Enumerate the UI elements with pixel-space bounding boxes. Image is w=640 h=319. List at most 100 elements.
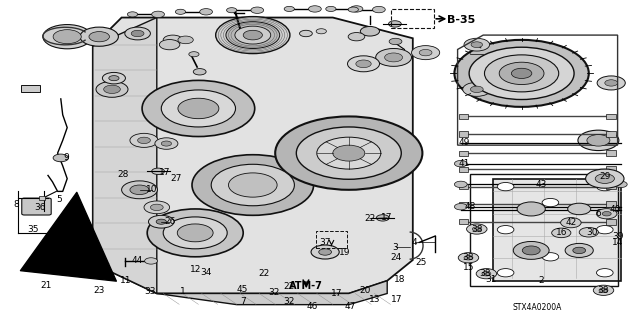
Circle shape <box>177 224 213 242</box>
Circle shape <box>614 181 627 188</box>
Circle shape <box>497 226 514 234</box>
Circle shape <box>596 226 613 234</box>
Text: 31: 31 <box>486 275 497 284</box>
Circle shape <box>152 168 164 174</box>
Circle shape <box>161 141 172 146</box>
Circle shape <box>235 26 271 44</box>
Text: 38: 38 <box>471 225 483 234</box>
Text: 44: 44 <box>132 256 143 265</box>
Circle shape <box>372 6 385 13</box>
Circle shape <box>178 36 193 44</box>
Circle shape <box>596 182 613 191</box>
Circle shape <box>211 164 294 206</box>
Circle shape <box>597 76 625 90</box>
Circle shape <box>469 47 574 100</box>
Text: 12: 12 <box>189 265 201 274</box>
Circle shape <box>605 80 618 86</box>
Circle shape <box>376 48 412 66</box>
Text: 42: 42 <box>565 218 577 227</box>
Circle shape <box>497 269 514 277</box>
Circle shape <box>127 12 138 17</box>
Circle shape <box>542 253 559 261</box>
Text: 25: 25 <box>415 258 427 267</box>
Circle shape <box>467 224 487 234</box>
Circle shape <box>464 256 473 260</box>
Circle shape <box>80 27 118 46</box>
Circle shape <box>419 49 432 56</box>
Circle shape <box>226 22 280 48</box>
Text: 19: 19 <box>339 248 350 256</box>
Text: 20: 20 <box>359 286 371 295</box>
Text: 28: 28 <box>118 170 129 179</box>
Circle shape <box>175 9 186 14</box>
Circle shape <box>131 30 144 37</box>
Text: 14: 14 <box>612 238 623 247</box>
Circle shape <box>454 181 467 188</box>
Circle shape <box>326 6 336 11</box>
Text: 6: 6 <box>596 209 601 218</box>
Polygon shape <box>157 281 387 305</box>
Circle shape <box>147 209 243 257</box>
Text: 41: 41 <box>458 159 470 168</box>
Circle shape <box>602 211 611 216</box>
Text: B-35: B-35 <box>447 15 475 25</box>
Text: 46: 46 <box>307 302 318 311</box>
Circle shape <box>251 7 264 13</box>
Circle shape <box>482 271 491 276</box>
Circle shape <box>565 243 593 257</box>
Text: 11: 11 <box>120 276 132 285</box>
Circle shape <box>228 173 277 197</box>
Circle shape <box>356 60 371 68</box>
FancyBboxPatch shape <box>606 114 616 119</box>
Text: 15: 15 <box>463 263 474 272</box>
Text: 7: 7 <box>241 297 246 306</box>
FancyBboxPatch shape <box>459 167 468 172</box>
Circle shape <box>412 46 440 60</box>
FancyBboxPatch shape <box>459 202 468 207</box>
Circle shape <box>178 98 219 119</box>
Circle shape <box>317 137 381 169</box>
Text: 38: 38 <box>598 286 609 295</box>
Circle shape <box>587 135 610 146</box>
Text: 49: 49 <box>458 138 470 147</box>
Circle shape <box>308 6 321 12</box>
Circle shape <box>138 137 150 144</box>
Circle shape <box>43 25 92 49</box>
Circle shape <box>227 8 237 13</box>
FancyBboxPatch shape <box>606 131 616 137</box>
Circle shape <box>109 76 119 81</box>
Circle shape <box>458 253 479 263</box>
Circle shape <box>130 185 149 195</box>
Circle shape <box>497 182 514 191</box>
Text: 3: 3 <box>393 243 398 252</box>
Circle shape <box>142 80 255 137</box>
Circle shape <box>476 269 497 279</box>
Text: 48: 48 <box>465 202 476 211</box>
Circle shape <box>593 285 614 295</box>
Text: 23: 23 <box>93 286 105 295</box>
Circle shape <box>517 202 545 216</box>
Text: 22: 22 <box>284 282 295 291</box>
Circle shape <box>200 9 212 15</box>
Circle shape <box>148 215 174 228</box>
Circle shape <box>296 127 401 179</box>
Polygon shape <box>93 18 157 293</box>
Circle shape <box>145 258 157 264</box>
Circle shape <box>499 62 544 85</box>
Circle shape <box>125 27 150 40</box>
Circle shape <box>122 181 157 199</box>
Circle shape <box>155 138 178 149</box>
Circle shape <box>484 55 559 92</box>
Circle shape <box>311 245 339 259</box>
Circle shape <box>376 215 389 221</box>
Text: 40: 40 <box>610 205 621 214</box>
Circle shape <box>333 145 365 161</box>
Circle shape <box>385 53 403 62</box>
Text: 24: 24 <box>390 253 401 262</box>
Text: 35: 35 <box>28 225 39 234</box>
Text: 4: 4 <box>412 238 417 247</box>
Circle shape <box>319 249 332 255</box>
Circle shape <box>161 90 236 127</box>
Polygon shape <box>493 179 621 281</box>
Text: 22: 22 <box>259 269 270 278</box>
